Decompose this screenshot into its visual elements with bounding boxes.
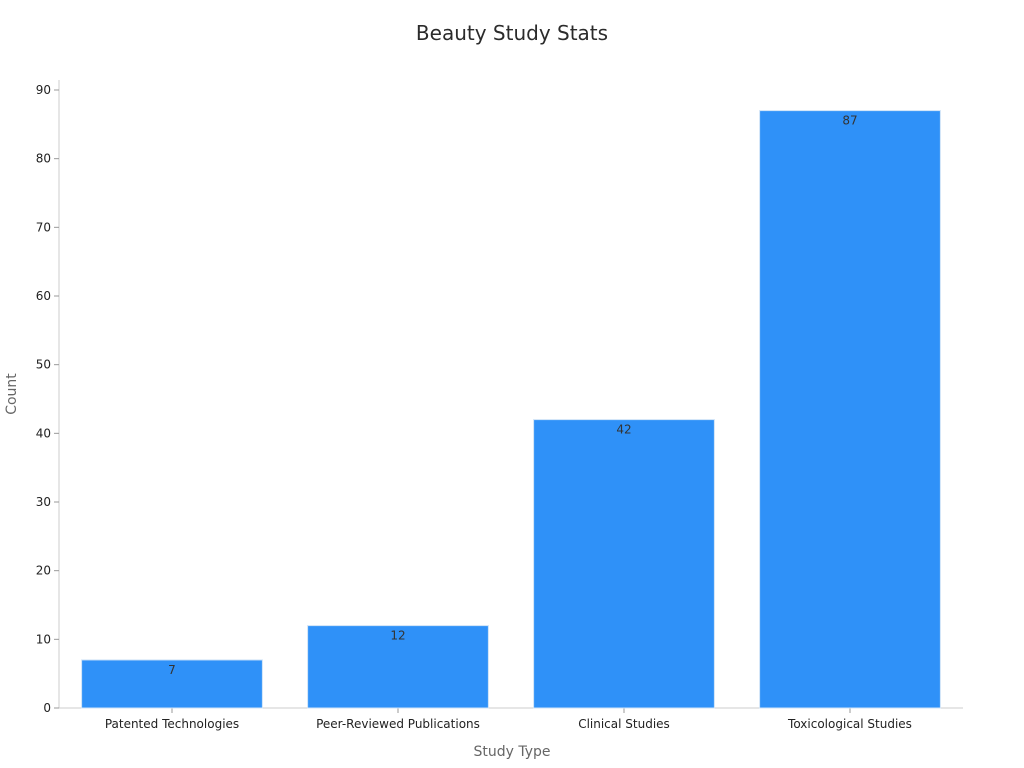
y-tick-label: 10 [36, 632, 51, 646]
y-tick-label: 90 [36, 83, 51, 97]
bar [759, 110, 941, 709]
y-tick-label: 0 [43, 701, 51, 715]
y-tick-label: 80 [36, 152, 51, 166]
bar [533, 419, 715, 709]
bar-value-label: 87 [842, 114, 857, 128]
x-axis: Patented Technologies Peer-Reviewed Publi… [59, 707, 963, 731]
y-tick-label: 60 [36, 289, 51, 303]
bar-value-label: 12 [390, 629, 405, 643]
x-tick-label: Peer-Reviewed Publications [316, 717, 480, 731]
y-tick-label: 30 [36, 495, 51, 509]
x-tick-label: Patented Technologies [105, 717, 239, 731]
data-labels: 7 12 42 87 [168, 114, 857, 677]
y-axis-title: Count [4, 373, 20, 415]
bar-value-label: 42 [616, 423, 631, 437]
y-tick-label: 40 [36, 426, 51, 440]
y-tick-label: 70 [36, 220, 51, 234]
bar [81, 659, 263, 709]
chart-title: Beauty Study Stats [416, 21, 608, 45]
x-tick-label: Toxicological Studies [787, 717, 912, 731]
bar [307, 625, 489, 709]
x-axis-title: Study Type [473, 744, 550, 760]
bar-value-label: 7 [168, 663, 176, 677]
y-tick-label: 20 [36, 564, 51, 578]
y-axis: 0 10 20 30 40 50 60 70 80 90 [36, 80, 60, 715]
y-tick-label: 50 [36, 358, 51, 372]
x-tick-label: Clinical Studies [578, 717, 670, 731]
bars [81, 110, 941, 709]
